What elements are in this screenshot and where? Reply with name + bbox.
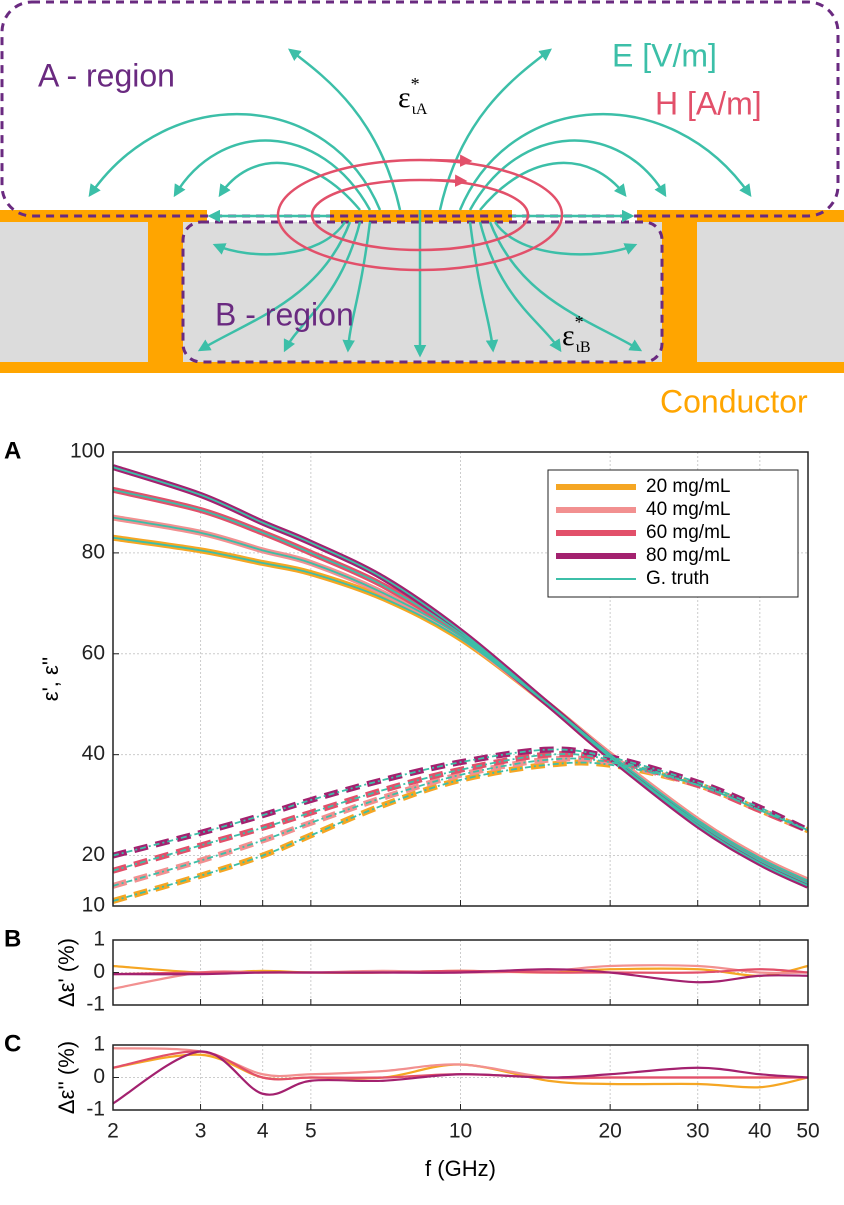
x-tick-label: 10 [449, 1120, 472, 1143]
conductor-right [637, 210, 844, 222]
plot-frame [112, 1044, 809, 1111]
substrate [0, 222, 844, 362]
legend-label: 80 mg/mL [646, 545, 730, 566]
x-axis-label: f (GHz) [425, 1156, 496, 1181]
x-tick-label: 30 [686, 1120, 709, 1143]
plot-frame [112, 451, 809, 907]
x-tick-label: 3 [195, 1120, 207, 1143]
y-tick-label: 1 [93, 928, 105, 951]
eps-sub: ιB [576, 339, 591, 356]
y-tick-label: -1 [86, 993, 105, 1016]
truth-line [113, 516, 808, 882]
y-tick-label: 80 [82, 540, 105, 563]
y-tick-label: 0 [93, 960, 105, 983]
y-tick-label: 20 [82, 843, 105, 866]
conductor-label: Conductor [660, 383, 808, 419]
y-tick-label: 1 [93, 1033, 105, 1056]
b-region-label: B - region [215, 296, 354, 332]
series-line [113, 968, 808, 984]
via-left [148, 222, 183, 362]
x-tick-label: 20 [598, 1120, 621, 1143]
y-tick-label: -1 [86, 1098, 105, 1121]
y-tick-label: 60 [82, 641, 105, 664]
eps-symbol: ε [398, 81, 411, 114]
eps-sup: * [575, 312, 584, 332]
y-tick-label: 40 [82, 742, 105, 765]
y-tick-label: 0 [93, 1065, 105, 1088]
eps-a-label: ε* ιA [398, 74, 428, 118]
x-tick-label: 2 [107, 1120, 119, 1143]
legend-box [547, 469, 799, 598]
b-region-box [181, 220, 664, 364]
x-tick-label: 4 [257, 1120, 269, 1143]
eps-sub: ιA [412, 101, 428, 118]
truth-line [113, 748, 808, 857]
y-axis-label: ε', ε'' [38, 657, 63, 701]
legend-label: 20 mg/mL [646, 476, 730, 497]
eps-sup: * [411, 74, 420, 94]
plot-frame [112, 939, 809, 1006]
series-line [113, 1050, 808, 1105]
via-right [662, 222, 697, 362]
y-tick-label: 100 [70, 440, 105, 463]
truth-line [113, 488, 808, 885]
e-field-label: E [V/m] [612, 37, 717, 73]
diagram: A - region B - region E [V/m] H [A/m] Co… [0, 0, 844, 419]
eps-b-label: ε* ιB [562, 312, 591, 356]
legend-label: 60 mg/mL [646, 522, 730, 543]
truth-line [113, 466, 808, 887]
panel-label: B [4, 925, 21, 952]
panel-label: A [4, 437, 21, 464]
truth-line [113, 753, 808, 872]
y-axis-label: Δε' (%) [54, 938, 79, 1007]
a-region-box [0, 0, 840, 218]
x-tick-label: 40 [748, 1120, 771, 1143]
h-field-lines [276, 154, 564, 272]
x-tick-label: 5 [305, 1120, 317, 1143]
x-tick-label: 50 [796, 1120, 819, 1143]
y-tick-label: 10 [82, 894, 105, 917]
a-region-label: A - region [38, 57, 175, 93]
legend-label: 40 mg/mL [646, 499, 730, 520]
legend-label: G. truth [646, 568, 709, 589]
eps-symbol: ε [562, 319, 575, 352]
y-axis-label: Δε'' (%) [54, 1041, 79, 1114]
ground-plane [0, 362, 844, 373]
h-field-label: H [A/m] [655, 85, 762, 121]
panel-label: C [4, 1030, 21, 1057]
